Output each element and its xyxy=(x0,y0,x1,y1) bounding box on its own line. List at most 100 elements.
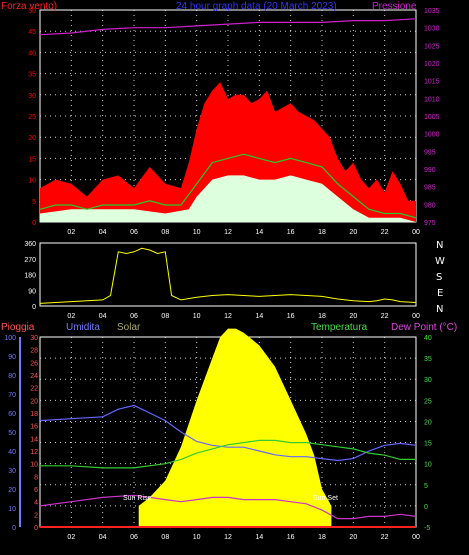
x-tick-label: 00 xyxy=(412,229,420,236)
temperature-y-tick-label: 20 xyxy=(424,419,432,426)
wind-direction-line xyxy=(39,247,417,304)
x-tick-label: 22 xyxy=(381,313,389,320)
x-tick-label: 10 xyxy=(193,229,201,236)
rain-axis-label: Pioggia xyxy=(1,322,35,333)
x-tick-label: 06 xyxy=(130,534,138,541)
x-tick-label: 00 xyxy=(412,534,420,541)
pressure-y-tick-label: 1010 xyxy=(424,96,440,103)
x-tick-label: 08 xyxy=(161,534,169,541)
sunset-label: Sun Set xyxy=(313,495,338,502)
temperature-y-tick-label: -5 xyxy=(424,525,430,532)
humidity-line xyxy=(39,404,417,462)
wind-y-tick-label: 30 xyxy=(28,93,36,100)
x-tick-label: 20 xyxy=(349,313,357,320)
rain-y-tick-label: 22 xyxy=(30,386,38,393)
x-tick-label: 16 xyxy=(287,534,295,541)
compass-north-bottom: N xyxy=(436,304,443,315)
humidity-y-tick-label: 60 xyxy=(8,411,16,418)
x-tick-label: 14 xyxy=(255,534,263,541)
wind-y-tick-label: 25 xyxy=(28,114,36,121)
dewpoint-axis-label: Dew Point (°C) xyxy=(391,322,457,333)
x-tick-label: 06 xyxy=(130,229,138,236)
direction-y-tick-label: 180 xyxy=(24,273,36,280)
rain-y-tick-label: 4 xyxy=(34,500,38,507)
pressure-y-tick-label: 990 xyxy=(424,167,436,174)
weather-series-layer xyxy=(39,328,417,528)
wind-axis-label: Forza vento) xyxy=(1,1,57,12)
solar-area xyxy=(138,328,332,527)
x-tick-label: 22 xyxy=(381,229,389,236)
pressure-y-tick-label: 980 xyxy=(424,202,436,209)
wind-series-layer xyxy=(39,18,417,222)
wind-y-tick-label: 45 xyxy=(28,29,36,36)
x-tick-label: 08 xyxy=(161,229,169,236)
x-tick-label: 20 xyxy=(349,534,357,541)
direction-y-tick-label: 270 xyxy=(24,257,36,264)
x-tick-label: 00 xyxy=(412,313,420,320)
rain-y-tick-label: 0 xyxy=(34,525,38,532)
x-tick-label: 22 xyxy=(381,534,389,541)
rain-y-tick-label: 2 xyxy=(34,512,38,519)
x-tick-label: 18 xyxy=(318,534,326,541)
x-tick-label: 16 xyxy=(287,229,295,236)
pressure-y-tick-label: 1035 xyxy=(424,8,440,15)
direction-y-tick-label: 0 xyxy=(32,304,36,311)
humidity-y-tick-label: 100 xyxy=(4,335,16,342)
x-tick-label: 12 xyxy=(224,534,232,541)
pressure-y-tick-label: 975 xyxy=(424,220,436,227)
pressure-y-tick-label: 1025 xyxy=(424,43,440,50)
pressure-y-tick-label: 985 xyxy=(424,185,436,192)
humidity-y-tick-label: 30 xyxy=(8,468,16,475)
wind-average-line xyxy=(39,153,417,219)
x-tick-label: 02 xyxy=(67,229,75,236)
pressure-y-tick-label: 1020 xyxy=(424,61,440,68)
chart-title: 24 hour graph data (20 March 2023) xyxy=(176,1,337,12)
pressure-y-tick-label: 1030 xyxy=(424,26,440,33)
temperature-y-tick-label: 10 xyxy=(424,462,432,469)
temperature-y-tick-label: 35 xyxy=(424,356,432,363)
temperature-y-tick-label: 5 xyxy=(424,483,428,490)
compass-south: S xyxy=(436,272,442,283)
rain-y-tick-label: 10 xyxy=(30,462,38,469)
pressure-y-tick-label: 995 xyxy=(424,149,436,156)
wind-y-tick-label: 40 xyxy=(28,50,36,57)
humidity-y-tick-label: 50 xyxy=(8,430,16,437)
solar-label: Solar xyxy=(117,322,141,333)
pressure-line xyxy=(39,18,417,36)
x-tick-label: 14 xyxy=(255,313,263,320)
wind-y-tick-label: 10 xyxy=(28,178,36,185)
dewpoint-line xyxy=(39,494,417,520)
direction-series-layer xyxy=(39,247,417,304)
humidity-y-tick-label: 10 xyxy=(8,506,16,513)
x-tick-label: 04 xyxy=(99,534,107,541)
rain-y-tick-label: 30 xyxy=(30,335,38,342)
temperature-line xyxy=(40,439,416,469)
humidity-y-tick-label: 0 xyxy=(12,525,16,532)
rain-y-tick-label: 26 xyxy=(30,360,38,367)
compass-north-top: N xyxy=(436,240,443,251)
humidity-y-tick-label: 80 xyxy=(8,373,16,380)
x-tick-label: 08 xyxy=(161,313,169,320)
direction-y-tick-label: 90 xyxy=(28,288,36,295)
x-tick-label: 18 xyxy=(318,313,326,320)
x-tick-label: 02 xyxy=(67,313,75,320)
temperature-y-tick-label: 0 xyxy=(424,504,428,511)
rain-y-tick-label: 16 xyxy=(30,424,38,431)
x-tick-label: 12 xyxy=(224,313,232,320)
temperature-y-tick-label: 30 xyxy=(424,377,432,384)
x-tick-label: 04 xyxy=(99,229,107,236)
wind-y-tick-label: 20 xyxy=(28,135,36,142)
direction-y-tick-label: 360 xyxy=(24,241,36,248)
humidity-y-tick-label: 20 xyxy=(8,487,16,494)
x-tick-label: 16 xyxy=(287,313,295,320)
x-tick-label: 10 xyxy=(193,534,201,541)
rain-y-tick-label: 20 xyxy=(30,398,38,405)
x-tick-label: 18 xyxy=(318,229,326,236)
x-tick-label: 14 xyxy=(255,229,263,236)
rain-y-tick-label: 14 xyxy=(30,436,38,443)
rain-y-tick-label: 18 xyxy=(30,411,38,418)
rain-y-tick-label: 28 xyxy=(30,348,38,355)
wind-y-tick-label: 50 xyxy=(28,8,36,15)
